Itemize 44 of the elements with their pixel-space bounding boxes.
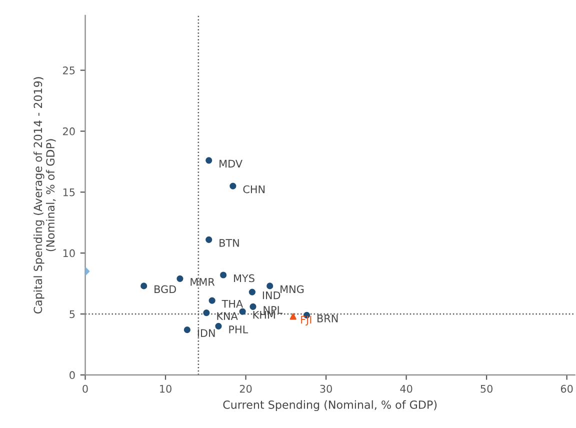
y-tick-label: 10 <box>63 249 75 258</box>
point <box>220 272 227 278</box>
y-tick-label: 5 <box>70 310 75 318</box>
annotation: CHN <box>243 185 265 194</box>
series-label: FJI <box>301 316 312 326</box>
x-tick-label: 40 <box>400 384 412 393</box>
x-tick-label: 60 <box>560 384 573 393</box>
y-tick-label: 0 <box>70 371 75 380</box>
x-tick-label: 20 <box>240 384 252 393</box>
point <box>250 303 256 310</box>
x-tick-label: 30 <box>320 384 332 393</box>
annotation: MYS <box>234 274 254 282</box>
x-axis-title: Current Spending (Nominal, % of GDP) <box>223 400 437 412</box>
annotation: MDV <box>220 160 242 168</box>
point <box>140 282 148 290</box>
annotation: KNA <box>217 312 238 320</box>
y-tick-label: 20 <box>63 127 75 136</box>
annotation: MNG <box>280 285 304 294</box>
point <box>215 322 222 330</box>
point <box>248 288 256 296</box>
annotation: THA <box>222 300 244 308</box>
point <box>208 297 216 304</box>
annotation: BRN <box>318 314 338 322</box>
x-tick-label: 0 <box>82 384 88 393</box>
annotation: IDN <box>198 329 215 337</box>
point <box>230 182 236 190</box>
point <box>203 309 210 316</box>
point <box>206 236 212 243</box>
annotation: BGD <box>154 285 176 294</box>
point <box>266 282 274 290</box>
point <box>239 308 246 315</box>
point <box>290 313 296 320</box>
y-axis-title: Capital Spending (Average of 2014 - 2019) (Nominal, % of GDP) <box>34 77 56 314</box>
point <box>206 157 212 164</box>
annotation: BTN <box>220 239 239 247</box>
y-tick-label: 15 <box>63 188 75 196</box>
annotation: PHL <box>229 326 248 334</box>
y-tick-label: 25 <box>63 66 75 74</box>
annotation: MMR <box>190 278 215 286</box>
point <box>184 326 190 334</box>
x-tick-label: 50 <box>480 384 492 393</box>
x-tick-label: 10 <box>160 384 172 393</box>
annotation: IND <box>262 292 280 300</box>
point <box>176 275 184 282</box>
